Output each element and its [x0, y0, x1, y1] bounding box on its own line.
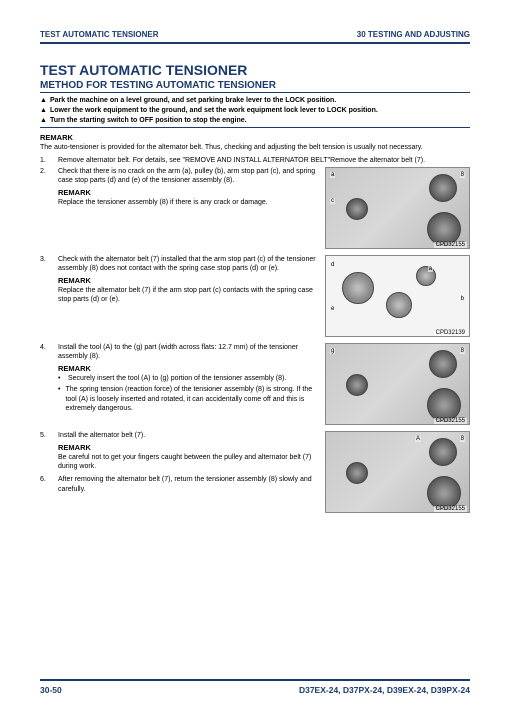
step-2-block: 2. Check that there is no crack on the a…: [40, 167, 470, 249]
warning-icon: ▲: [40, 107, 47, 114]
main-title: TEST AUTOMATIC TENSIONER: [40, 62, 470, 78]
step-text: Install the alternator belt (7).: [58, 431, 317, 440]
step-text: Check with the alternator belt (7) insta…: [58, 255, 317, 273]
bullet-text: Securely insert the tool (A) to (g) port…: [68, 374, 286, 383]
remark-heading: REMARK: [58, 364, 317, 373]
step-5: 5. Install the alternator belt (7).: [40, 431, 317, 440]
remark-heading: REMARK: [58, 443, 317, 452]
step-6: 6. After removing the alternator belt (7…: [40, 475, 317, 493]
warning-text: Lower the work equipment to the ground, …: [50, 107, 378, 114]
divider: [40, 127, 470, 128]
warning-3: ▲ Turn the starting switch to OFF positi…: [40, 117, 470, 124]
sub-title: METHOD FOR TESTING AUTOMATIC TENSIONER: [40, 80, 470, 93]
remark-text: Replace the tensioner assembly (8) if th…: [58, 198, 317, 207]
bullet-text: The spring tension (reaction force) of t…: [65, 385, 317, 412]
page-footer: 30-50 D37EX-24, D37PX-24, D39EX-24, D39P…: [40, 679, 470, 695]
figure-label: CPD32155: [434, 506, 467, 512]
step-4-block: 4. Install the tool (A) to the (g) part …: [40, 343, 470, 425]
step-1: 1. Remove alternator belt. For details, …: [40, 156, 470, 165]
remark-text: Replace the alternator belt (7) if the a…: [58, 286, 317, 304]
footer-page: 30-50: [40, 685, 62, 695]
step-num: 5.: [40, 431, 50, 440]
step-3: 3. Check with the alternator belt (7) in…: [40, 255, 317, 273]
figure-4: A 8 CPD32155: [325, 431, 470, 513]
figure-3: g 8 CPD32155: [325, 343, 470, 425]
step-num: 3.: [40, 255, 50, 273]
step-4: 4. Install the tool (A) to the (g) part …: [40, 343, 317, 361]
figure-label: CPD32139: [434, 330, 467, 336]
step-num: 2.: [40, 167, 50, 185]
bullet-dot: •: [58, 374, 63, 383]
page-header: TEST AUTOMATIC TENSIONER 30 TESTING AND …: [40, 30, 470, 44]
header-right: 30 TESTING AND ADJUSTING: [357, 30, 470, 39]
intro-text: The auto-tensioner is provided for the a…: [40, 143, 470, 152]
warning-2: ▲ Lower the work equipment to the ground…: [40, 107, 470, 114]
warning-icon: ▲: [40, 97, 47, 104]
step-text: Remove alternator belt. For details, see…: [58, 156, 470, 165]
footer-models: D37EX-24, D37PX-24, D39EX-24, D39PX-24: [299, 685, 470, 695]
warning-text: Park the machine on a level ground, and …: [50, 97, 336, 104]
warning-icon: ▲: [40, 117, 47, 124]
step-5-6-block: 5. Install the alternator belt (7). REMA…: [40, 431, 470, 513]
step-3-block: 3. Check with the alternator belt (7) in…: [40, 255, 470, 337]
figure-label: CPD32155: [434, 242, 467, 248]
header-left: TEST AUTOMATIC TENSIONER: [40, 30, 159, 39]
warning-1: ▲ Park the machine on a level ground, an…: [40, 97, 470, 104]
bullet-2: • The spring tension (reaction force) of…: [58, 385, 317, 412]
figure-label: CPD32155: [434, 418, 467, 424]
step-text: Check that there is no crack on the arm …: [58, 167, 317, 185]
step-text: Install the tool (A) to the (g) part (wi…: [58, 343, 317, 361]
step-num: 6.: [40, 475, 50, 493]
figure-2: d e b a CPD32139: [325, 255, 470, 337]
remark-heading: REMARK: [58, 276, 317, 285]
step-num: 4.: [40, 343, 50, 361]
step-text: After removing the alternator belt (7), …: [58, 475, 317, 493]
remark-heading: REMARK: [58, 188, 317, 197]
remark-text: Be careful not to get your fingers caugh…: [58, 453, 317, 471]
remark-heading: REMARK: [40, 133, 470, 142]
bullet-dot: •: [58, 385, 60, 412]
warning-text: Turn the starting switch to OFF position…: [50, 117, 247, 124]
step-num: 1.: [40, 156, 50, 165]
step-2: 2. Check that there is no crack on the a…: [40, 167, 317, 185]
figure-1: a 8 c CPD32155: [325, 167, 470, 249]
bullet-1: • Securely insert the tool (A) to (g) po…: [58, 374, 317, 383]
